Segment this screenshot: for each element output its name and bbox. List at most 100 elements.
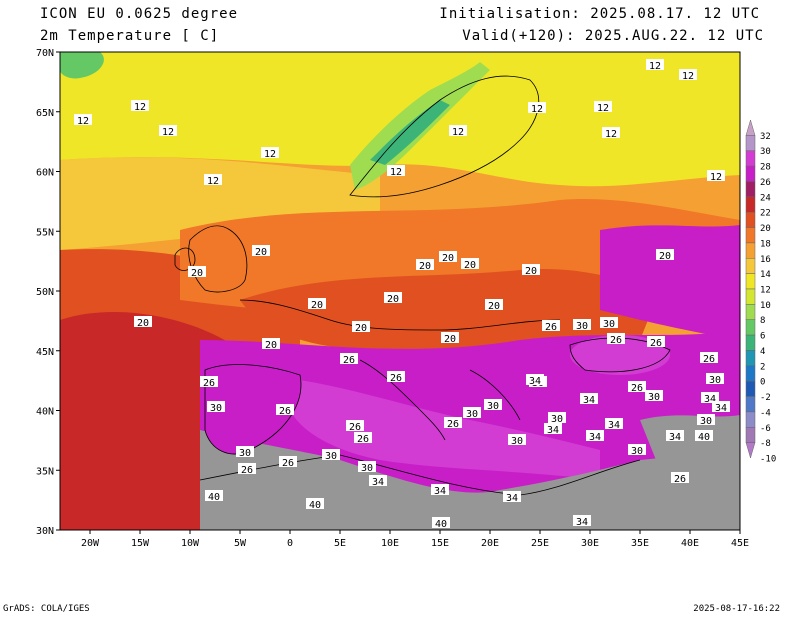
lon-label: 20E [481, 538, 499, 549]
colorbar-label: 24 [760, 193, 771, 203]
contour-label: 30 [697, 414, 715, 427]
contour-label: 20 [656, 249, 674, 262]
svg-text:34: 34 [583, 395, 595, 406]
contour-label: 26 [628, 381, 646, 394]
contour-label: 26 [542, 320, 560, 333]
svg-text:26: 26 [447, 419, 459, 430]
contour-label: 12 [594, 101, 612, 114]
svg-text:26: 26 [545, 322, 557, 333]
contour-label: 20 [461, 258, 479, 271]
contour-label: 26 [647, 336, 665, 349]
svg-text:12: 12 [452, 127, 464, 138]
svg-text:12: 12 [605, 129, 617, 140]
svg-text:26: 26 [357, 434, 369, 445]
lat-label: 50N [36, 287, 54, 298]
contour-label: 12 [159, 125, 177, 138]
lon-label: 10E [381, 538, 399, 549]
lon-label: 20W [81, 538, 100, 549]
contour-label: 12 [528, 102, 546, 115]
svg-text:30: 30 [709, 375, 721, 386]
colorbar-swatch [745, 258, 756, 274]
svg-text:26: 26 [631, 383, 643, 394]
contour-label: 12 [74, 114, 92, 127]
lat-axis: 70N 65N 60N 55N 50N 45N 40N 35N 30N [36, 48, 60, 537]
lat-label: 60N [36, 168, 54, 179]
svg-text:12: 12 [682, 71, 694, 82]
contour-label: 34 [712, 401, 730, 414]
contour-label: 34 [666, 430, 684, 443]
svg-text:12: 12 [710, 172, 722, 183]
contour-label: 26 [387, 371, 405, 384]
contour-label: 30 [322, 449, 340, 462]
contour-label: 26 [346, 420, 364, 433]
svg-text:20: 20 [444, 334, 456, 345]
svg-text:20: 20 [311, 300, 323, 311]
svg-text:40: 40 [309, 500, 321, 511]
colorbar-label: -4 [760, 408, 771, 418]
lon-label: 45E [731, 538, 749, 549]
contour-label: 30 [600, 317, 618, 330]
lon-label: 30E [581, 538, 599, 549]
svg-text:12: 12 [162, 127, 174, 138]
svg-text:34: 34 [529, 376, 541, 387]
svg-text:12: 12 [77, 116, 89, 127]
contour-labels: 12 12 12 12 12 12 12 12 12 12 12 12 12 20 20 20 20 20 20 20… [74, 59, 730, 530]
svg-text:30: 30 [466, 409, 478, 420]
svg-text:20: 20 [191, 268, 203, 279]
svg-text:30: 30 [700, 416, 712, 427]
svg-text:26: 26 [241, 465, 253, 476]
contour-label: 34 [503, 491, 521, 504]
contour-label: 26 [700, 352, 718, 365]
svg-text:40: 40 [435, 519, 447, 530]
contour-label: 34 [544, 423, 562, 436]
contour-label: 12 [131, 100, 149, 113]
contour-label: 34 [573, 515, 591, 528]
lat-label: 40N [36, 407, 54, 418]
colorbar-swatch [745, 334, 756, 351]
svg-text:34: 34 [704, 394, 716, 405]
contour-label: 20 [439, 251, 457, 264]
colorbar-label: 4 [760, 347, 765, 357]
contour-label: 26 [238, 463, 256, 476]
svg-text:34: 34 [576, 517, 588, 528]
colorbar-swatch [745, 273, 756, 290]
contour-label: 20 [384, 292, 402, 305]
contour-label: 20 [188, 266, 206, 279]
colorbar-swatch [745, 196, 756, 213]
svg-text:30: 30 [631, 446, 643, 457]
lon-axis: 20W 15W 10W 5W 0 5E 10E 15E 20E 25E 30E 35E 40E 45E [81, 530, 749, 549]
lon-label: 10W [181, 538, 200, 549]
lat-label: 30N [36, 526, 54, 537]
lon-label: 25E [531, 538, 549, 549]
colorbar-swatch [745, 365, 756, 382]
contour-label: 34 [526, 374, 544, 387]
contour-label: 30 [628, 444, 646, 457]
svg-text:30: 30 [511, 436, 523, 447]
svg-text:34: 34 [608, 420, 620, 431]
svg-text:40: 40 [208, 492, 220, 503]
svg-text:20: 20 [137, 318, 149, 329]
contour-label: 12 [387, 165, 405, 178]
colorbar-swatch [745, 427, 756, 443]
colorbar-label: 32 [760, 132, 771, 142]
contour-label: 26 [200, 376, 218, 389]
colorbar-label: 22 [760, 209, 771, 219]
contour-label: 12 [707, 170, 725, 183]
contour-label: 34 [701, 392, 719, 405]
contour-label: 30 [358, 461, 376, 474]
contour-label: 30 [463, 407, 481, 420]
contour-label: 12 [646, 59, 664, 72]
lon-label: 5W [234, 538, 247, 549]
colorbar-label: -8 [760, 439, 771, 449]
colorbar-label: 14 [760, 270, 771, 280]
contour-label: 12 [449, 125, 467, 138]
variable-title: 2m Temperature [ C] [40, 28, 220, 44]
colorbar-swatch [745, 165, 756, 182]
colorbar-label: 16 [760, 255, 771, 265]
svg-text:12: 12 [649, 61, 661, 72]
colorbar-swatch [745, 211, 756, 228]
colorbar-label: 18 [760, 239, 771, 249]
svg-text:34: 34 [715, 403, 727, 414]
colorbar-label: 20 [760, 224, 771, 234]
